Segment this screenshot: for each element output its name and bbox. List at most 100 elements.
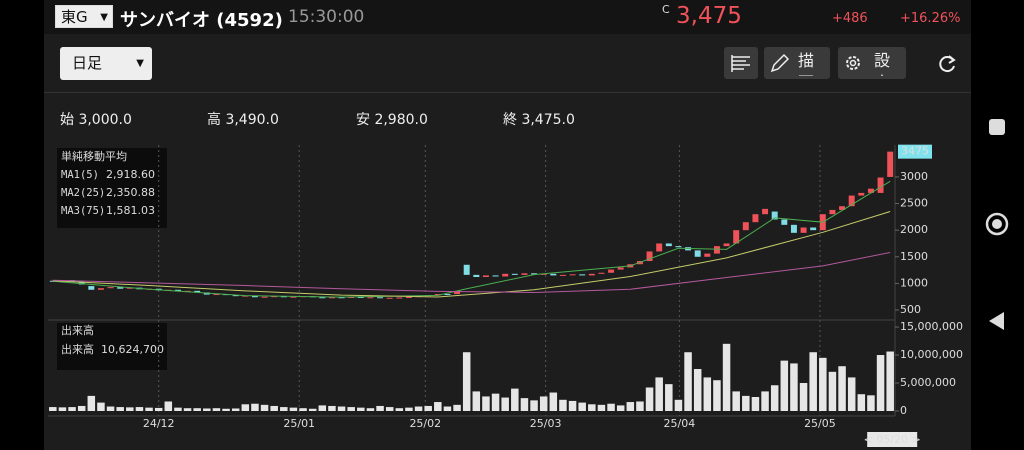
volume-bar [703, 377, 712, 411]
candle [829, 209, 836, 215]
candle [810, 227, 817, 231]
volume-bar [203, 408, 211, 411]
volume-bar [77, 405, 86, 411]
candle [771, 211, 778, 220]
recents-button[interactable] [989, 119, 1005, 135]
volume-bar [328, 405, 336, 411]
volume-bar [116, 407, 124, 411]
icon [731, 55, 750, 72]
x-tick-label: 25/02 [409, 417, 441, 430]
candle [117, 287, 124, 289]
candle [887, 151, 894, 177]
candle [174, 289, 181, 292]
date-tag: < 05/20 > [864, 433, 921, 446]
volume-bar [58, 407, 67, 411]
volume-bar [126, 407, 134, 411]
draw-button[interactable]: 描画 [764, 47, 830, 79]
x-tick-label: 25/01 [283, 417, 315, 430]
candle [107, 287, 114, 289]
volume-bar [472, 391, 481, 411]
volume-bar [588, 404, 596, 411]
volume-bar [376, 405, 384, 411]
volume-bar [145, 407, 153, 411]
volume-bar [270, 405, 278, 411]
legend-value: 2,918.60 [106, 168, 155, 181]
candle [213, 294, 220, 296]
ma-line [52, 251, 891, 293]
icon [770, 53, 790, 73]
candle [694, 250, 701, 257]
volume-bar [491, 393, 500, 411]
volume-bar [289, 407, 298, 411]
candle [511, 273, 518, 275]
legend-name: MA2(25) [61, 187, 105, 199]
volume-bar [462, 352, 471, 411]
divider [44, 92, 971, 93]
indicator-button[interactable] [724, 47, 758, 79]
candle [752, 214, 759, 223]
volume-bar [424, 405, 432, 411]
candle [848, 195, 855, 207]
ma-line [52, 180, 891, 298]
price: 3,475 [676, 3, 742, 29]
candle [251, 295, 258, 298]
volume-bar [684, 352, 692, 411]
period-select[interactable]: 日足 ▼ [60, 47, 152, 80]
volume-bar [790, 363, 798, 411]
volume-bar [742, 395, 750, 411]
ma-legend-box [57, 148, 167, 228]
volume-bar [405, 407, 413, 411]
candle [531, 273, 538, 275]
ohlc-close: 終 3,475.0 [503, 112, 575, 128]
x-tick-label: 25/03 [530, 417, 562, 430]
back-button[interactable] [989, 312, 1004, 330]
stock-name: サンバイオ (4592) [120, 10, 283, 31]
y-tick-label: 500 [900, 303, 921, 316]
volume-bar [636, 401, 644, 411]
volume-bar [357, 407, 365, 411]
y-tick-label: 2500 [900, 197, 928, 210]
refresh-button[interactable] [935, 52, 959, 76]
volume-bar [318, 405, 327, 411]
candle [405, 296, 412, 298]
candle [434, 294, 441, 296]
home-button[interactable] [985, 212, 1009, 236]
volume-bar [395, 408, 404, 411]
candle [781, 219, 788, 225]
y-tick-label: 10,000,000 [900, 348, 963, 361]
volume-legend-name: 出来高 [61, 342, 94, 356]
nav-icons [985, 119, 1009, 330]
volume-bar [299, 408, 307, 411]
market-select[interactable]: 東G ▼ [55, 5, 113, 28]
y-tick-label: 1500 [900, 250, 928, 263]
volume-bar [867, 395, 875, 411]
legend-value: 1,581.03 [106, 204, 155, 217]
candle [463, 264, 470, 275]
volume-bar [838, 366, 846, 411]
candle [656, 243, 663, 252]
volume-bar [655, 377, 663, 411]
volume-bar [501, 397, 509, 411]
volume-bar [799, 383, 808, 411]
volume-bar [665, 384, 673, 411]
volume-bar [520, 398, 529, 411]
last-price-label: 3475 [901, 145, 929, 158]
volume-bar [347, 407, 355, 411]
candle [328, 297, 335, 299]
candle [713, 246, 720, 254]
candle [646, 251, 653, 262]
y-tick-label: 5,000,000 [900, 376, 956, 389]
date-tag-bg [867, 432, 918, 447]
candle [665, 243, 672, 247]
volume-bar [761, 391, 769, 411]
y-tick-label: 2000 [900, 223, 928, 236]
last-price-tag: 3475 [898, 144, 932, 159]
candle [357, 296, 364, 298]
market: 東G [61, 8, 88, 26]
legend-name: MA3(75) [61, 205, 105, 217]
volume-bar [645, 387, 654, 411]
settings-button[interactable]: 設定 [838, 47, 906, 79]
x-tick-label: 25/04 [664, 417, 696, 430]
candle [559, 274, 566, 276]
